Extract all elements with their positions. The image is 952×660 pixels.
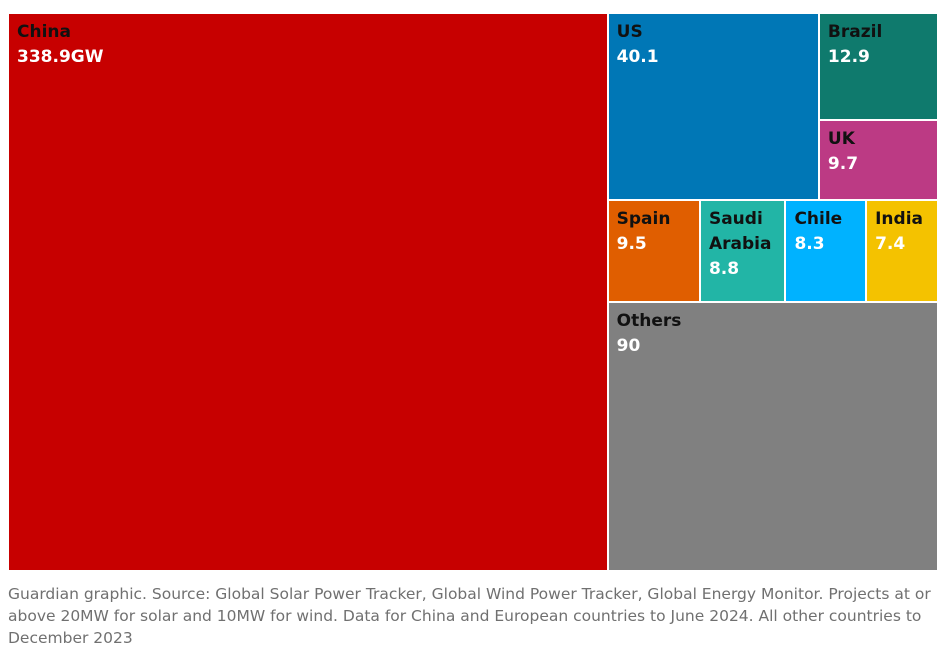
treemap-cell-us: US 40.1 [607, 13, 819, 201]
cell-label-saudi-arabia: Saudi Arabia [708, 209, 772, 255]
cell-value-india: 7.4 [875, 234, 906, 255]
cell-value-china: 338.9GW [17, 47, 104, 67]
cell-value-us: 40.1 [616, 47, 659, 67]
treemap-cell-spain: Spain 9.5 [607, 200, 700, 302]
cell-label-spain: Spain [616, 209, 671, 230]
cell-value-spain: 9.5 [616, 234, 647, 255]
cell-label-others: Others [616, 311, 682, 331]
cell-label-brazil: Brazil [827, 22, 883, 42]
treemap-cell-saudi-arabia: Saudi Arabia 8.8 [699, 200, 786, 302]
source-note: Guardian graphic. Source: Global Solar P… [8, 585, 931, 647]
cell-label-uk: UK [827, 128, 855, 149]
treemap-cell-india: India 7.4 [866, 200, 938, 302]
treemap-chart: China 338.9GW US 40.1 Brazil 12.9 UK 9.7 Spain 9.… [8, 13, 938, 571]
cell-value-brazil: 12.9 [827, 47, 870, 67]
cell-label-india: India [875, 209, 923, 230]
cell-label-us: US [616, 22, 643, 42]
treemap-cell-china: China 338.9GW [8, 13, 608, 571]
cell-value-others: 90 [616, 336, 641, 356]
cell-value-uk: 9.7 [827, 153, 859, 174]
treemap-cell-uk: UK 9.7 [818, 119, 938, 201]
cell-value-saudi-arabia: 8.8 [708, 259, 740, 280]
treemap-cell-chile: Chile 8.3 [785, 200, 867, 302]
cell-value-chile: 8.3 [794, 234, 825, 255]
treemap-cell-brazil: Brazil 12.9 [818, 13, 938, 120]
treemap-cell-others: Others 90 [607, 302, 938, 571]
cell-label-chile: Chile [794, 209, 843, 230]
cell-label-china: China [17, 22, 71, 42]
